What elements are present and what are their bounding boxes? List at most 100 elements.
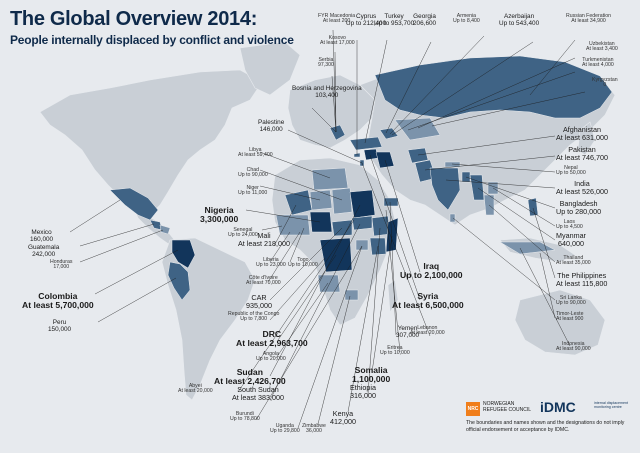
sri-lanka-region (449, 213, 456, 223)
country-name: Russian Federation (566, 13, 611, 19)
country-name: Palestine (258, 119, 285, 126)
country-name: Ethiopia (350, 383, 376, 392)
country-name: Guatemala (28, 244, 60, 251)
label-mali: Mali At least 218,000 (238, 232, 290, 247)
leader-line (361, 162, 431, 337)
idmc-logo: iDMC (540, 399, 576, 415)
idp-count: Up to 212,400 (346, 19, 387, 27)
nrc-logo: NRC (466, 402, 480, 416)
madagascar-landmass (387, 279, 399, 313)
leader-line (334, 51, 337, 133)
europe-landmass (287, 74, 376, 149)
leader-line (519, 247, 571, 347)
leader-line (237, 219, 355, 393)
leader-line (532, 207, 556, 279)
idp-count: Up to 11,000 (238, 190, 268, 197)
idp-count: Up to 953,700 (374, 19, 415, 27)
leader-line (452, 217, 556, 301)
label-ethiopia: Ethiopia 316,000 (350, 384, 376, 399)
leader-line (384, 159, 421, 273)
indonesia-region (499, 241, 556, 255)
idp-count: At least 35,000 (556, 260, 591, 267)
country-name: Zimbabwe (302, 423, 326, 429)
idp-count: At least 631,000 (556, 132, 608, 142)
leader-line (317, 295, 351, 425)
idp-count: At least 20,000 (410, 330, 445, 337)
leader-line (385, 209, 401, 353)
label-azerbaijan: Azerbaijan Up to 543,400 (499, 13, 540, 27)
label-togo: Togo Up to 10,000 (288, 257, 318, 269)
leader-line (492, 187, 556, 227)
idp-count: At least 3,400 (586, 46, 618, 53)
balkans-region (329, 124, 346, 141)
idp-count: At least 200 (322, 18, 351, 25)
country-name: Serbia (318, 57, 334, 63)
leader-line (97, 277, 177, 323)
label-palestine: Palestine 146,000 (258, 119, 285, 133)
idp-count: At least 526,000 (556, 186, 608, 196)
label-pakistan: Pakistan At least 746,700 (556, 146, 608, 161)
label-nepal: Nepal Up to 50,000 (556, 165, 586, 177)
label-liberia: Liberia Up to 23,000 (256, 257, 286, 269)
country-name: Republic of the Congo (228, 311, 280, 317)
idp-count: Up to 543,400 (499, 19, 540, 27)
label-bosnia: Bosnia and Herzegovina 103,400 (292, 85, 362, 99)
label-sudan: Sudan At least 2,426,700 (214, 367, 286, 386)
idp-count: Up to 4,500 (556, 224, 583, 231)
country-name: Peru (52, 319, 67, 326)
label-eritrea: Eritrea Up to 10,000 (380, 345, 410, 357)
zimbabwe-region (344, 289, 359, 301)
country-name: Bosnia and Herzegovina (292, 85, 362, 92)
label-armenia: Armenia Up to 8,400 (453, 13, 480, 25)
country-name: Azerbaijan (503, 13, 535, 20)
country-name: Nepal (564, 165, 578, 171)
idp-count: At least 70,000 (246, 280, 281, 287)
label-south-sudan: South Sudan At least 383,000 (232, 386, 284, 401)
leader-line (269, 231, 291, 263)
honduras-region (159, 224, 171, 235)
country-name: FYR Macedonia (318, 13, 356, 19)
label-russia: Russian Federation At least 34,900 (566, 13, 611, 25)
country-name: Thailand (563, 255, 584, 261)
idp-count: At least 115,800 (556, 278, 608, 288)
leader-line (255, 245, 363, 421)
page-subtitle: People internally displaced by conflict … (10, 33, 294, 47)
label-laos: Laos Up to 4,500 (556, 219, 583, 231)
label-kosovo: Kosovo At least 17,000 (320, 35, 355, 47)
label-somalia: Somalia 1,100,000 (352, 365, 390, 384)
idp-count: 307,000 (396, 331, 420, 339)
idp-count: 316,000 (350, 390, 376, 400)
leader-line (79, 229, 164, 263)
leader-line (269, 223, 361, 401)
leader-line (488, 204, 556, 263)
label-burundi: Burundi Up to 78,800 (230, 411, 260, 423)
country-name: Kyrgyzstan (592, 77, 618, 83)
country-name: Yemen (397, 325, 418, 332)
leader-line (529, 39, 576, 96)
country-name: Uganda (275, 423, 294, 429)
country-name: Sri Lanka (559, 295, 582, 301)
country-name: Bangladesh (559, 199, 598, 208)
leader-line (259, 151, 331, 179)
idp-count: Up to 20,000 (256, 356, 286, 363)
idp-count: Up to 50,000 (556, 170, 586, 177)
leader-line (269, 227, 343, 301)
idp-count: Up to 24,000 (228, 232, 258, 239)
idp-count: Up to 78,800 (230, 416, 260, 423)
label-syria: Syria At least 6,500,000 (392, 291, 464, 310)
country-name: Angola (262, 351, 279, 357)
chad-region (331, 187, 353, 215)
idp-count: Up to 280,000 (556, 206, 602, 216)
label-drc: DRC At least 2,963,700 (236, 329, 308, 348)
label-guatemala: Guatemala 242,000 (28, 244, 60, 258)
libya-region (311, 167, 349, 191)
country-name: Senegal (233, 227, 253, 233)
country-name: Laos (563, 219, 576, 225)
leader-line (261, 225, 283, 231)
idp-count: 242,000 (32, 250, 56, 258)
leader-line (289, 227, 305, 263)
south-sudan-region (351, 215, 373, 231)
country-name: Lebanon (417, 325, 438, 331)
leader-line (539, 252, 556, 319)
